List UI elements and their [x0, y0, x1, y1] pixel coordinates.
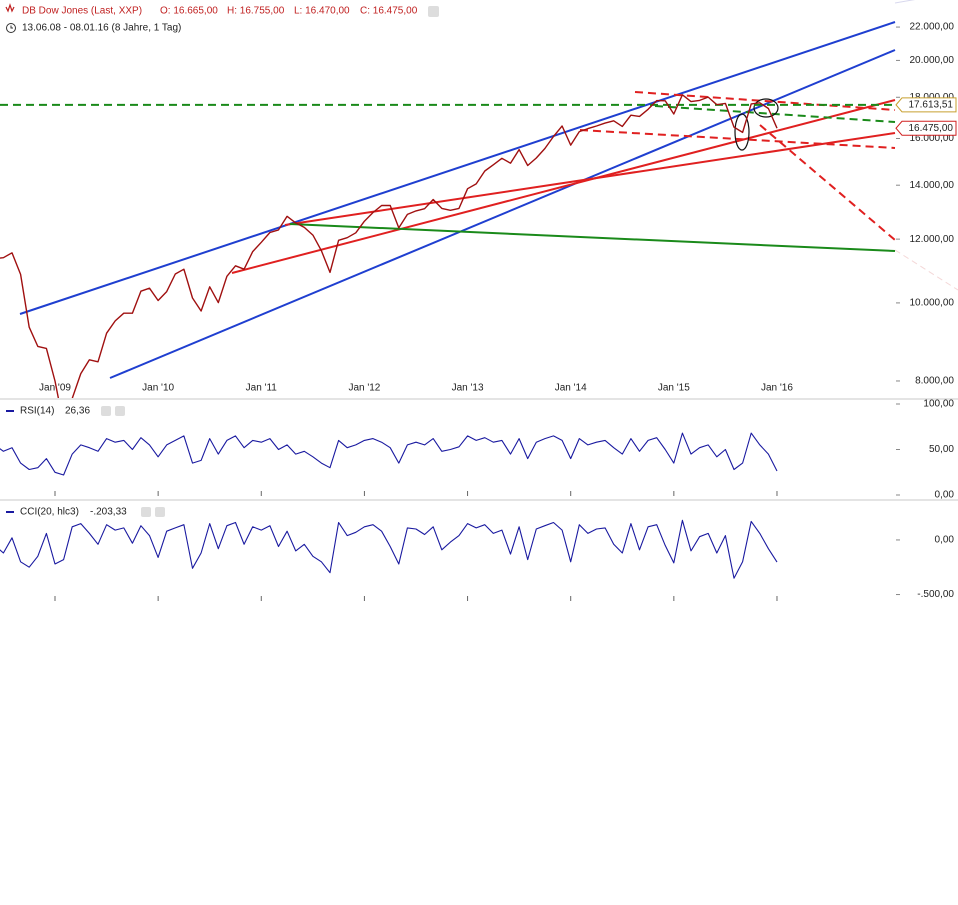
ohlc-low: L: 16.470,00: [294, 6, 350, 17]
header: DB Dow Jones (Last, XXP) O: 16.665,00 H:…: [5, 3, 439, 34]
rsi-legend: RSI(14) 26,36: [6, 406, 125, 417]
y-tick-label: -.500,00: [917, 589, 954, 600]
ohlc-close: C: 16.475,00: [360, 6, 418, 17]
x-tick-label: Jan '15: [658, 383, 690, 394]
cci-legend: CCI(20, hlc3) -.203,33: [6, 507, 165, 518]
y-tick-label: 100,00: [923, 399, 954, 410]
close-icon[interactable]: [155, 507, 165, 517]
y-tick-label: 14.000,00: [910, 180, 955, 191]
trend-line-blue: [19, 21, 896, 315]
clock-icon: [6, 23, 16, 33]
price-label: 16.475,00: [909, 123, 954, 134]
chart-title: DB Dow Jones (Last, XXP): [22, 6, 142, 17]
x-tick-label: Jan '14: [555, 383, 587, 394]
ohlc-open: O: 16.665,00: [160, 6, 218, 17]
clock-hands: [10, 25, 13, 29]
x-tick-label: Jan '13: [452, 383, 484, 394]
trend-line-red-dashed: [579, 129, 896, 149]
legend-title: CCI(20, hlc3): [20, 507, 79, 518]
clip-group: [0, 94, 778, 398]
x-tick-label: Jan '10: [142, 383, 174, 394]
y-tick-label: 20.000,00: [910, 55, 955, 66]
y-tick-label: 0,00: [935, 490, 955, 501]
trend-line-red-dashed: [759, 124, 896, 241]
y-tick-label: 10.000,00: [910, 298, 955, 309]
x-tick-label: Jan '09: [39, 383, 71, 394]
legend-value: -.203,33: [90, 507, 127, 518]
trend-lines: [19, 0, 958, 379]
chart-icon: [5, 3, 15, 13]
trend-line-green: [289, 223, 896, 252]
price-label-box: [895, 120, 957, 136]
y-tick-label: 12.000,00: [910, 234, 955, 245]
y-tick-label: 50,00: [929, 444, 954, 455]
trend-line-red: [284, 132, 896, 226]
close-icon[interactable]: [115, 406, 125, 416]
series-line: [0, 432, 778, 476]
y-tick-label: 8.000,00: [915, 376, 954, 387]
trend-line-faint: [894, 249, 958, 291]
ohlc-high: H: 16.755,00: [227, 6, 285, 17]
marker-ellipse: [753, 98, 779, 118]
legend-title: RSI(14): [20, 406, 54, 417]
x-tick-label: Jan '11: [246, 383, 278, 394]
chart-subtitle: 13.06.08 - 08.01.16 (8 Jahre, 1 Tag): [22, 23, 181, 34]
x-tick-label: Jan '16: [761, 383, 793, 394]
marker-ellipse: [734, 113, 750, 151]
trend-line-faint: [894, 0, 916, 4]
price-label-box: [895, 97, 957, 113]
legend-value: 26,36: [65, 406, 90, 417]
y-tick-label: 16.000,00: [910, 133, 955, 144]
series-line: [0, 94, 778, 398]
y-tick-label: 22.000,00: [910, 22, 955, 33]
settings-icon[interactable]: [428, 6, 439, 17]
series-line: [0, 519, 778, 579]
trend-line-blue: [109, 49, 896, 379]
x-tick-label: Jan '12: [348, 383, 380, 394]
settings-icon[interactable]: [101, 406, 111, 416]
price-label: 17.613,51: [909, 100, 954, 111]
y-tick-label: 0,00: [935, 535, 955, 546]
trend-line-red: [231, 99, 896, 274]
settings-icon[interactable]: [141, 507, 151, 517]
trend-line-red-dashed: [634, 91, 896, 111]
